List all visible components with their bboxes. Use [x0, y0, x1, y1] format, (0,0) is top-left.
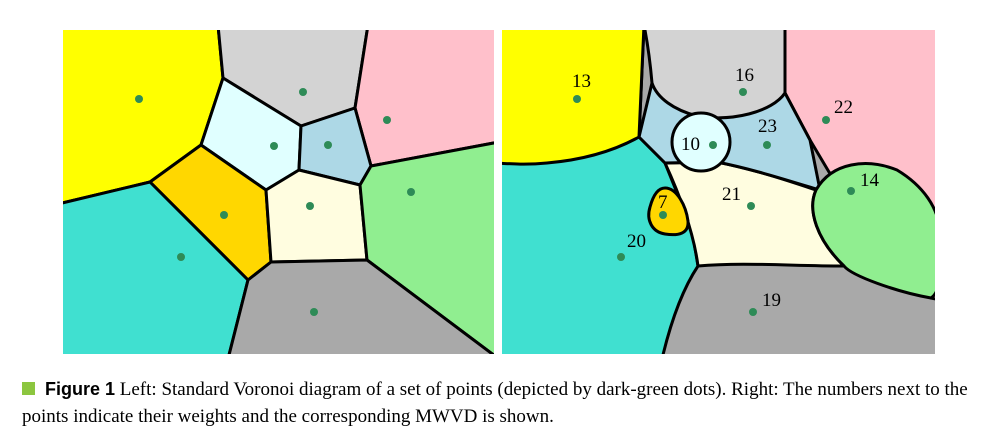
mwvd-panel: 13 16 22 10 23 21 14 7 20 19 — [502, 30, 935, 354]
site-dot — [220, 211, 228, 219]
site-dot — [306, 202, 314, 210]
region-16 — [643, 30, 787, 120]
weight-label: 23 — [758, 116, 777, 137]
site-dot — [709, 141, 717, 149]
region-7 — [647, 186, 690, 237]
cell-light-yellow — [264, 168, 369, 264]
site-dot — [739, 88, 747, 96]
cell-light-green — [358, 141, 494, 354]
weight-label: 7 — [658, 192, 668, 213]
weight-label: 22 — [834, 97, 853, 118]
site-dot — [407, 188, 415, 196]
site-dot — [747, 202, 755, 210]
region-10 — [670, 111, 732, 173]
caption-text: Left: Standard Voronoi diagram of a set … — [22, 379, 968, 427]
site-dot — [749, 308, 757, 316]
weight-label: 14 — [860, 170, 880, 191]
mwvd-diagram: 13 16 22 10 23 21 14 7 20 19 — [502, 30, 935, 354]
site-dot — [177, 253, 185, 261]
site-dot — [763, 141, 771, 149]
site-dot — [383, 116, 391, 124]
figure-caption: Figure 1 Left: Standard Voronoi diagram … — [22, 376, 977, 430]
site-dot — [847, 187, 855, 195]
standard-voronoi-panel — [63, 30, 494, 354]
weight-label: 21 — [722, 184, 741, 205]
site-dot — [659, 211, 667, 219]
region-14 — [811, 162, 935, 300]
site-dot — [135, 95, 143, 103]
site-dot — [324, 141, 332, 149]
standard-voronoi-diagram — [63, 30, 494, 354]
caption-label: Figure 1 — [45, 379, 116, 399]
weight-label: 13 — [572, 71, 591, 92]
cell-dark-gray — [227, 258, 494, 354]
weight-label: 10 — [681, 134, 700, 155]
weight-label: 16 — [735, 65, 754, 86]
site-dot — [617, 253, 625, 261]
site-dot — [310, 308, 318, 316]
site-dot — [573, 95, 581, 103]
site-dot — [822, 116, 830, 124]
weight-label: 20 — [627, 231, 646, 252]
site-dot — [299, 88, 307, 96]
site-dot — [270, 142, 278, 150]
caption-marker-icon — [22, 382, 35, 395]
region-13 — [502, 30, 646, 166]
weight-label: 19 — [762, 290, 781, 311]
